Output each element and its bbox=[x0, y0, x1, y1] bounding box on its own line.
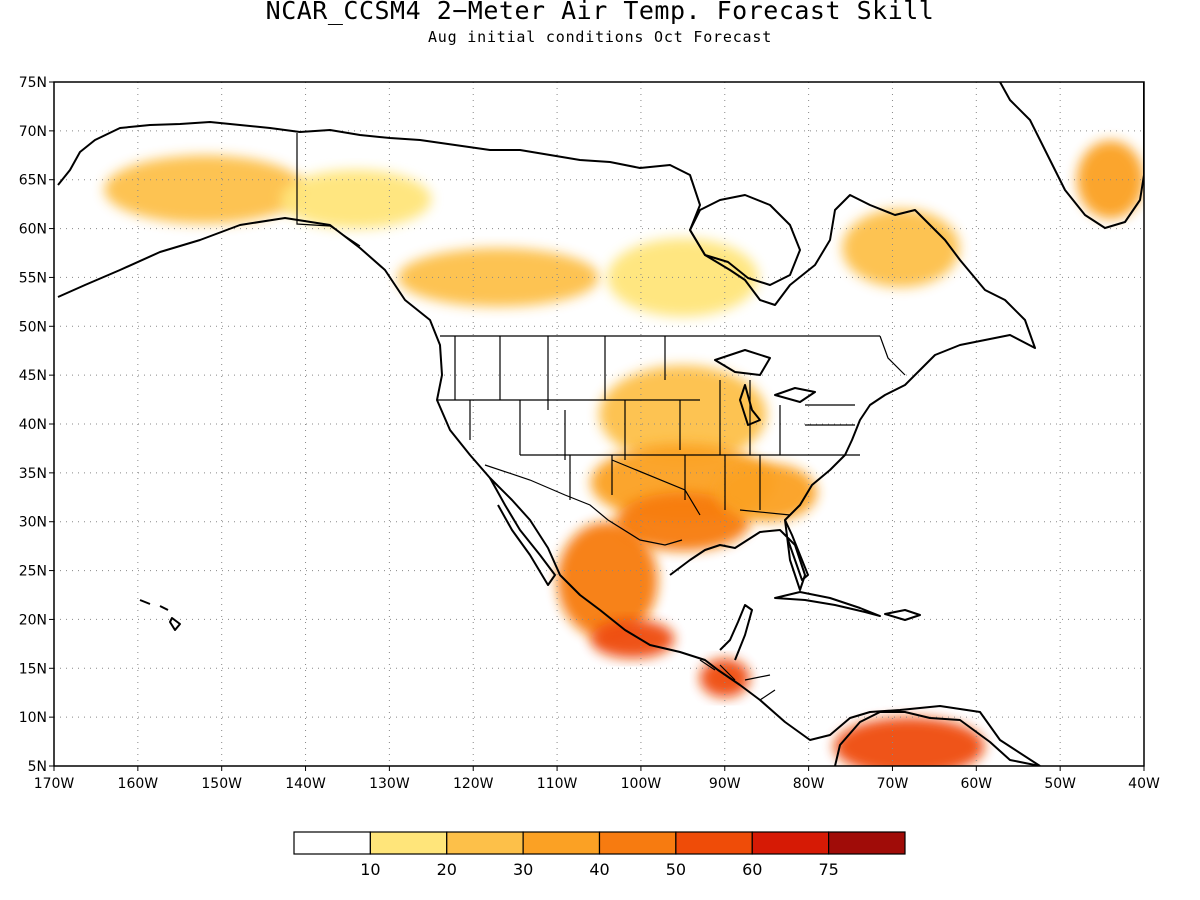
lon-label: 70W bbox=[877, 776, 909, 792]
north-america-coastline bbox=[57, 121, 1041, 766]
lat-label: 35N bbox=[19, 466, 47, 482]
colorbar-label: 40 bbox=[589, 860, 609, 879]
central-america-borders bbox=[699, 659, 776, 701]
lon-label: 150W bbox=[201, 776, 242, 792]
lat-label: 60N bbox=[19, 222, 47, 238]
lon-label: 140W bbox=[285, 776, 326, 792]
us-canada-border bbox=[296, 133, 906, 376]
skill-region-mexico bbox=[557, 521, 658, 639]
state-borders bbox=[437, 336, 860, 516]
map-frame bbox=[53, 81, 1145, 767]
colorbar-swatch bbox=[446, 831, 524, 855]
lat-label: 75N bbox=[19, 75, 47, 91]
colorbar-swatch bbox=[293, 831, 371, 855]
lat-label: 55N bbox=[19, 270, 47, 286]
lon-label: 160W bbox=[118, 776, 159, 792]
mexico-border bbox=[484, 464, 683, 546]
colorbar-label: 60 bbox=[742, 860, 762, 879]
hawaii bbox=[139, 599, 181, 631]
lat-label: 5N bbox=[28, 759, 47, 775]
latitude-labels: 75N 70N 65N 60N 55N 50N 45N 40N 35N 30N 25N 20N 15N 1… bbox=[19, 75, 54, 775]
lon-label: 40W bbox=[1128, 776, 1160, 792]
lon-label: 100W bbox=[621, 776, 662, 792]
lat-label: 70N bbox=[19, 124, 47, 140]
skill-region-southeast bbox=[716, 463, 817, 522]
skill-region-venezuela bbox=[833, 717, 985, 766]
skill-region-alaska-interior bbox=[104, 155, 306, 224]
lat-label: 40N bbox=[19, 417, 47, 433]
colorbar-label: 50 bbox=[666, 860, 686, 879]
colorbar-swatch bbox=[598, 831, 677, 855]
florida bbox=[784, 519, 809, 581]
longitude-labels: 170W 160W 150W 140W 130W 120W 110W 100W 90W 80W 70… bbox=[34, 766, 1160, 792]
lon-label: 80W bbox=[793, 776, 825, 792]
skill-region-hudson-west bbox=[607, 238, 759, 317]
greenland bbox=[999, 82, 1144, 229]
skill-region-labrador bbox=[842, 209, 960, 288]
lat-label: 50N bbox=[19, 319, 47, 335]
colorbar-label: 75 bbox=[818, 860, 838, 879]
lat-label: 65N bbox=[19, 173, 47, 189]
baja-california bbox=[489, 477, 556, 586]
lat-label: 20N bbox=[19, 612, 47, 628]
lon-label: 120W bbox=[453, 776, 494, 792]
lon-label: 50W bbox=[1044, 776, 1076, 792]
lon-label: 60W bbox=[960, 776, 992, 792]
lon-label: 130W bbox=[369, 776, 410, 792]
skill-shading bbox=[104, 140, 1144, 766]
lon-label: 170W bbox=[34, 776, 75, 792]
skill-region-central-plains bbox=[599, 365, 767, 464]
lat-label: 25N bbox=[19, 564, 47, 580]
colorbar-swatch bbox=[522, 831, 601, 855]
map-title: NCAR_CCSM4 2−Meter Air Temp. Forecast Sk… bbox=[265, 0, 935, 25]
colorbar-label: 10 bbox=[360, 860, 380, 879]
hispaniola bbox=[884, 609, 921, 621]
skill-region-yukon-nwt bbox=[280, 169, 432, 229]
lat-label: 10N bbox=[19, 710, 47, 726]
skill-region-texas-gulf bbox=[615, 492, 750, 552]
lon-label: 90W bbox=[709, 776, 741, 792]
colorbar-swatch bbox=[828, 831, 906, 855]
colorbar-swatch bbox=[675, 831, 753, 855]
lat-label: 30N bbox=[19, 515, 47, 531]
lat-label: 45N bbox=[19, 368, 47, 384]
graticule bbox=[54, 82, 1144, 766]
colorbar-label: 20 bbox=[437, 860, 457, 879]
colorbar-swatch bbox=[751, 831, 830, 855]
colorbar-swatch bbox=[369, 831, 448, 855]
great-lakes bbox=[714, 349, 816, 426]
colorbar-label: 30 bbox=[513, 860, 533, 879]
colorbar-legend: 10 20 30 40 50 60 75 bbox=[293, 831, 906, 879]
skill-region-mexico-south bbox=[590, 619, 675, 659]
lon-label: 110W bbox=[537, 776, 578, 792]
map-subtitle: Aug initial conditions Oct Forecast bbox=[427, 28, 773, 46]
south-america-north bbox=[834, 711, 1041, 766]
cuba bbox=[774, 591, 881, 617]
lat-label: 15N bbox=[19, 661, 47, 677]
hudson-bay bbox=[689, 194, 801, 286]
